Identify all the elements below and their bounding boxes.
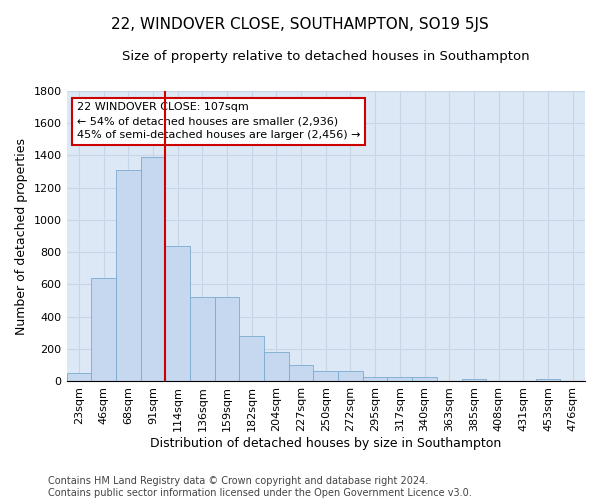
Text: 22 WINDOVER CLOSE: 107sqm
← 54% of detached houses are smaller (2,936)
45% of se: 22 WINDOVER CLOSE: 107sqm ← 54% of detac… [77, 102, 361, 140]
Bar [264, 352, 289, 382]
Text: 22, WINDOVER CLOSE, SOUTHAMPTON, SO19 5JS: 22, WINDOVER CLOSE, SOUTHAMPTON, SO19 5J… [111, 18, 489, 32]
Bar [190, 296, 215, 382]
Bar [536, 379, 560, 382]
Bar [140, 157, 165, 382]
Bar [67, 374, 91, 382]
Bar [165, 246, 190, 382]
Bar [338, 371, 363, 382]
Bar [313, 371, 338, 382]
Text: Contains HM Land Registry data © Crown copyright and database right 2024.
Contai: Contains HM Land Registry data © Crown c… [48, 476, 472, 498]
Bar [388, 376, 412, 382]
Bar [412, 376, 437, 382]
Bar [91, 278, 116, 382]
Bar [289, 366, 313, 382]
Bar [461, 379, 486, 382]
Bar [215, 296, 239, 382]
X-axis label: Distribution of detached houses by size in Southampton: Distribution of detached houses by size … [150, 437, 502, 450]
Bar [239, 336, 264, 382]
Y-axis label: Number of detached properties: Number of detached properties [15, 138, 28, 334]
Bar [116, 170, 140, 382]
Title: Size of property relative to detached houses in Southampton: Size of property relative to detached ho… [122, 50, 530, 63]
Bar [363, 376, 388, 382]
